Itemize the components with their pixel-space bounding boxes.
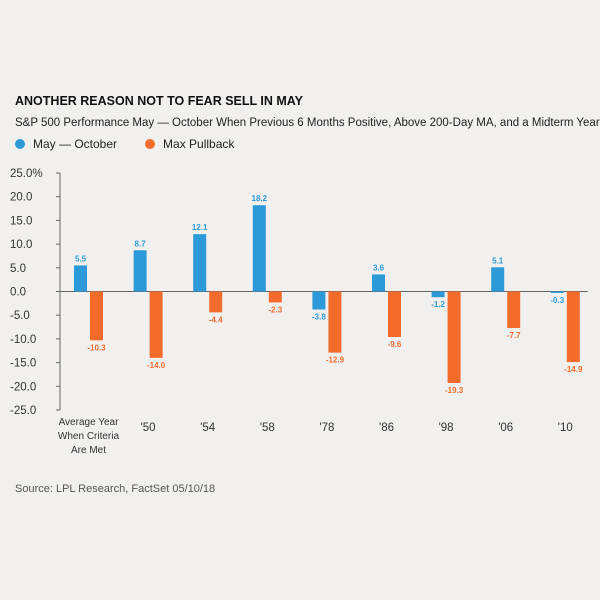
bar-max-pullback bbox=[268, 291, 282, 303]
data-label: 3.6 bbox=[373, 263, 385, 272]
data-label: 5.5 bbox=[75, 254, 87, 263]
data-label: -19.3 bbox=[445, 386, 464, 395]
data-label: -9.6 bbox=[388, 340, 402, 349]
bar-may-october bbox=[133, 250, 147, 292]
bar-max-pullback bbox=[90, 291, 103, 341]
data-label: 8.7 bbox=[135, 239, 147, 248]
legend-item-may-october: May — October bbox=[15, 137, 117, 151]
x-category-label: '06 bbox=[498, 422, 513, 434]
x-category-label: '10 bbox=[558, 422, 573, 434]
y-tick-label: 0.0 bbox=[10, 287, 26, 299]
data-label: -12.9 bbox=[326, 356, 345, 365]
x-category-label: Average Year bbox=[59, 417, 120, 428]
x-category-label: When Criteria bbox=[58, 431, 120, 442]
bar-may-october bbox=[550, 291, 564, 293]
bar-may-october bbox=[372, 274, 385, 292]
bar-may-october bbox=[312, 291, 326, 310]
y-tick-label: -15.0 bbox=[10, 358, 36, 370]
x-category-label: Are Met bbox=[71, 445, 106, 456]
source-note: Source: LPL Research, FactSet 05/10/18 bbox=[15, 483, 216, 495]
data-label: -0.3 bbox=[550, 296, 564, 305]
bar-may-october bbox=[491, 267, 505, 292]
y-tick-label: -20.0 bbox=[10, 381, 36, 393]
legend-label-may-october: May — October bbox=[33, 137, 118, 151]
x-category-label: '54 bbox=[200, 422, 216, 434]
data-label: -14.0 bbox=[147, 361, 166, 370]
legend-label-max-pullback: Max Pullback bbox=[163, 137, 235, 151]
y-tick-label: -25.0 bbox=[10, 405, 36, 417]
x-category-label: '98 bbox=[439, 422, 454, 434]
bar-max-pullback bbox=[447, 291, 461, 383]
data-label: 12.1 bbox=[192, 223, 208, 232]
chart-subtitle: S&P 500 Performance May — October When P… bbox=[15, 117, 600, 129]
data-label: -3.8 bbox=[312, 313, 326, 322]
data-label: -7.7 bbox=[507, 331, 521, 340]
chart-title: ANOTHER REASON NOT TO FEAR SELL IN MAY bbox=[15, 94, 303, 108]
bar-max-pullback bbox=[209, 291, 223, 313]
x-category-label: '50 bbox=[141, 422, 156, 434]
x-category-label: '58 bbox=[260, 422, 275, 434]
y-tick-label: -5.0 bbox=[10, 310, 30, 322]
legend-swatch-may-october bbox=[15, 139, 25, 149]
legend: May — October Max Pullback bbox=[15, 137, 234, 151]
bar-max-pullback bbox=[507, 291, 521, 328]
bar-max-pullback bbox=[566, 291, 580, 363]
y-tick-label: 20.0 bbox=[10, 192, 32, 204]
y-tick-label: 25.0% bbox=[10, 168, 43, 180]
y-tick-label: 10.0 bbox=[10, 239, 32, 251]
data-label: 18.2 bbox=[252, 194, 268, 203]
legend-item-max-pullback: Max Pullback bbox=[145, 137, 234, 151]
data-label: -2.3 bbox=[268, 305, 282, 314]
y-tick-label: 5.0 bbox=[10, 263, 26, 275]
x-category-label: '86 bbox=[379, 422, 394, 434]
bar-max-pullback bbox=[149, 291, 163, 358]
data-label: -10.3 bbox=[87, 343, 106, 352]
data-label: -4.4 bbox=[209, 315, 223, 324]
x-category-label: '78 bbox=[319, 422, 334, 434]
bar-may-october bbox=[431, 291, 445, 298]
data-label: 5.1 bbox=[492, 256, 504, 265]
data-label: -1.2 bbox=[431, 300, 445, 309]
bar-may-october bbox=[74, 265, 87, 292]
legend-swatch-max-pullback bbox=[145, 139, 156, 149]
y-tick-label: 15.0 bbox=[10, 215, 32, 227]
bar-may-october bbox=[252, 205, 266, 292]
bar-max-pullback bbox=[328, 291, 342, 353]
data-label: -14.9 bbox=[564, 365, 583, 374]
y-tick-label: -10.0 bbox=[10, 334, 36, 346]
bar-max-pullback bbox=[388, 291, 401, 338]
bar-may-october bbox=[193, 234, 207, 292]
